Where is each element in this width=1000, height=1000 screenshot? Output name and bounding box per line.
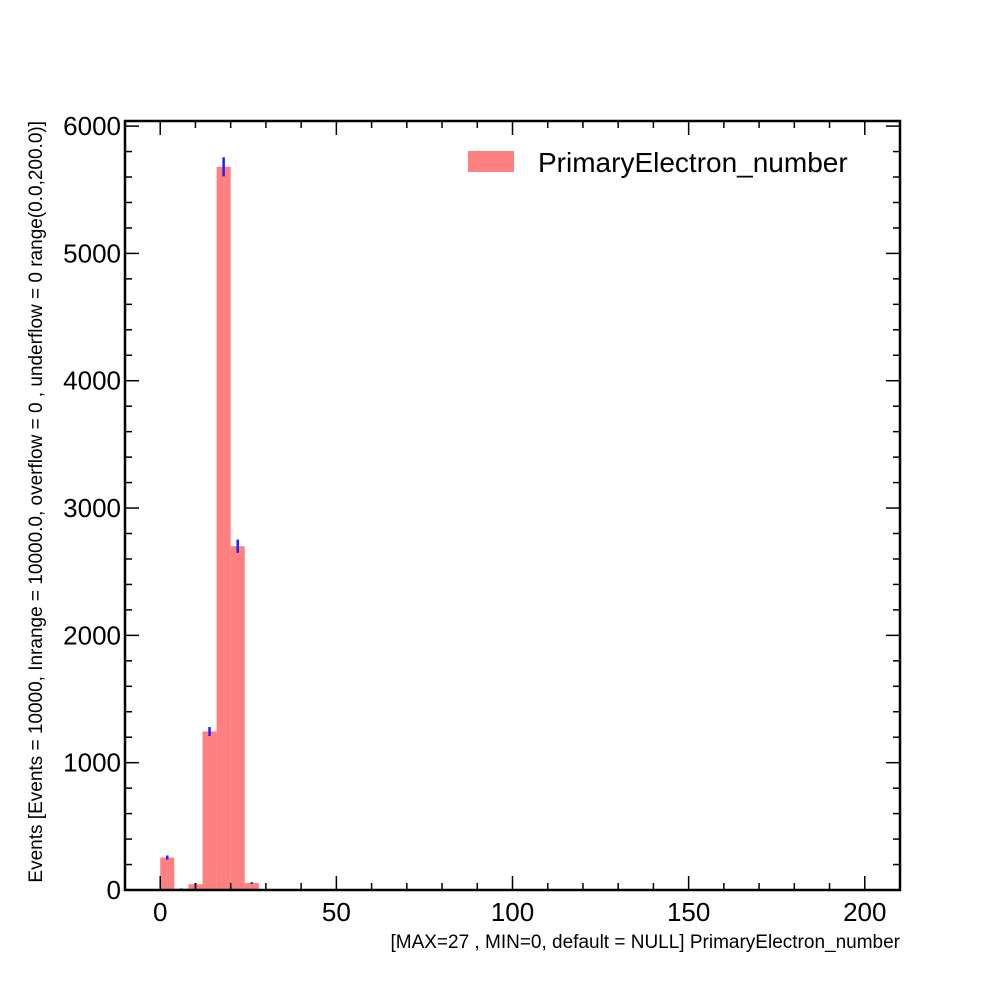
y-tick-label: 0 (107, 875, 121, 905)
legend-swatch (468, 151, 514, 172)
histogram-bars (160, 166, 259, 890)
histogram-bar (202, 731, 217, 890)
y-axis-label: Events [Events = 10000, Inrange = 10000.… (26, 121, 47, 883)
histogram-bar (230, 546, 245, 890)
y-tick-label: 5000 (63, 238, 121, 268)
x-tick-labels: 0 50 100 150 200 (153, 897, 886, 927)
x-tick-label: 200 (843, 897, 886, 927)
plot-frame (123, 119, 902, 892)
histogram-bar (216, 166, 231, 890)
x-tick-label: 100 (491, 897, 534, 927)
histogram-bar (160, 857, 175, 890)
x-tick-label: 50 (322, 897, 351, 927)
x-tick-label: 0 (153, 897, 167, 927)
legend: PrimaryElectron_number (468, 147, 848, 178)
y-tick-label: 3000 (63, 493, 121, 523)
y-tick-label: 4000 (63, 366, 121, 396)
x-tick-label: 150 (667, 897, 710, 927)
x-axis-label: [MAX=27 , MIN=0, default = NULL] Primary… (390, 932, 900, 953)
y-tick-label: 6000 (63, 111, 121, 141)
y-tick-label: 2000 (63, 620, 121, 650)
y-tick-labels: 0 1000 2000 3000 4000 5000 6000 (63, 111, 121, 905)
legend-label: PrimaryElectron_number (538, 147, 848, 178)
y-tick-label: 1000 (63, 748, 121, 778)
histogram-bar (244, 882, 259, 890)
error-bars (166, 157, 254, 890)
